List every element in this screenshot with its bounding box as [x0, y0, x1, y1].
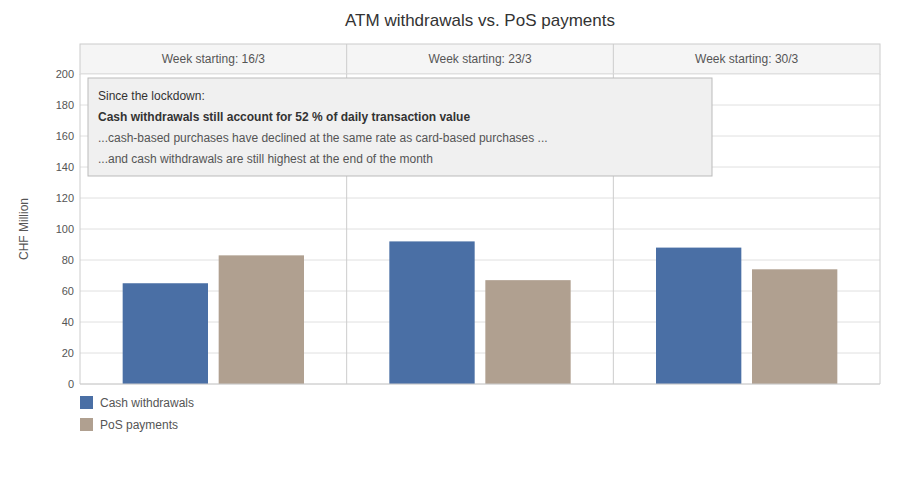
axis-line — [80, 74, 81, 384]
grid-line — [80, 260, 880, 261]
grid — [80, 74, 880, 384]
tick-label: 80 — [62, 254, 74, 266]
tick-label: 180 — [56, 99, 74, 111]
chart: ATM withdrawals vs. PoS payments Week sta… — [0, 0, 900, 492]
tick-label: 120 — [56, 192, 74, 204]
grid-line — [80, 384, 880, 385]
bar — [219, 255, 304, 384]
y-axis: 0 20 40 60 80 100 120 140 160 180 200 — [56, 68, 74, 390]
header-divider — [346, 44, 347, 74]
tick-label: 40 — [62, 316, 74, 328]
annotation: Since the lockdown: Cash withdrawals stil… — [88, 78, 712, 176]
legend-swatch — [80, 396, 93, 409]
frame — [80, 74, 880, 384]
bar — [123, 283, 208, 384]
annotation-text: Since the lockdown: — [98, 89, 205, 103]
bar — [656, 248, 741, 384]
bar — [485, 280, 570, 384]
category-label: Week starting: 23/3 — [428, 52, 531, 66]
legend-label: Cash withdrawals — [100, 396, 194, 410]
bar — [389, 241, 474, 384]
legend: Cash withdrawals PoS payments — [80, 396, 194, 432]
tick-label: 100 — [56, 223, 74, 235]
axis-label: CHF Million — [17, 198, 31, 260]
axis-line — [880, 74, 881, 384]
grid-line — [80, 198, 880, 199]
tick-label: 20 — [62, 347, 74, 359]
legend-swatch — [80, 418, 93, 431]
category-label: Week starting: 16/3 — [162, 52, 265, 66]
header-divider — [613, 44, 614, 74]
category-label: Week starting: 30/3 — [695, 52, 798, 66]
category-header: Week starting: 16/3 Week starting: 23/3 We… — [80, 44, 880, 74]
bars — [123, 241, 838, 384]
tick-label: 200 — [56, 68, 74, 80]
plot-background — [80, 74, 880, 384]
header-background — [80, 44, 880, 74]
legend-label: PoS payments — [100, 418, 178, 432]
grid-line — [80, 229, 880, 230]
bar — [752, 269, 837, 384]
tick-label: 0 — [68, 378, 74, 390]
tick-label: 60 — [62, 285, 74, 297]
annotation-text: Cash withdrawals still account for 52 % … — [98, 110, 470, 124]
annotation-text: ...cash-based purchases have declined at… — [98, 131, 548, 145]
title: ATM withdrawals vs. PoS payments — [345, 11, 615, 30]
annotation-box — [88, 78, 712, 176]
grid-line — [80, 74, 880, 75]
axis-line — [80, 384, 880, 385]
tick-label: 160 — [56, 130, 74, 142]
tick-label: 140 — [56, 161, 74, 173]
annotation-text: ...and cash withdrawals are still highes… — [98, 152, 433, 166]
